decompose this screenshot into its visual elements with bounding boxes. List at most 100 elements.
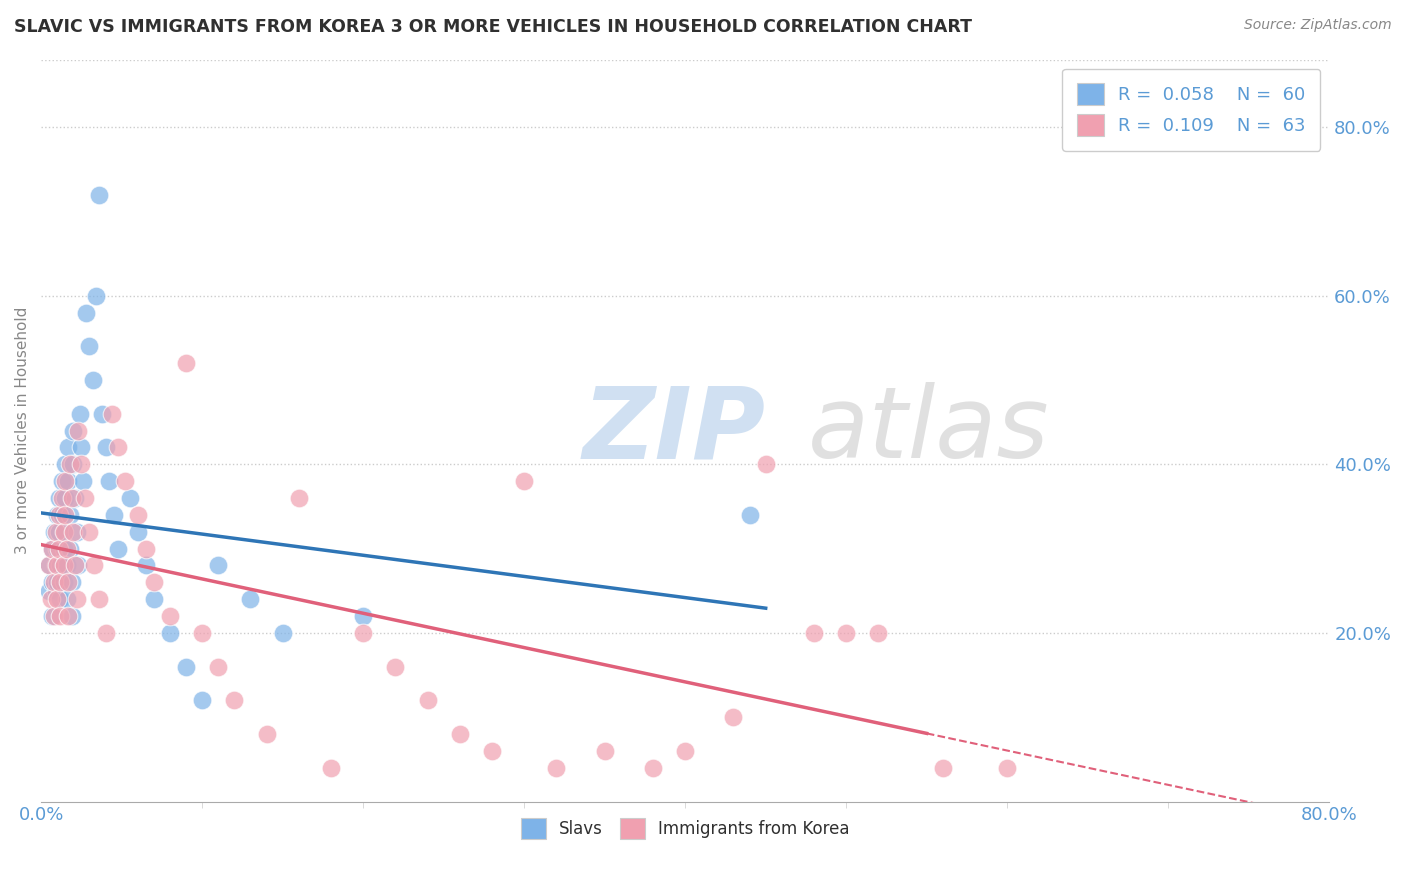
- Point: [38, 583, 60, 598]
- Point: [87, 592, 110, 607]
- Point: [107, 541, 129, 556]
- Point: [62, 424, 84, 438]
- Point: [94, 441, 117, 455]
- Point: [62, 458, 84, 472]
- Point: [239, 592, 262, 607]
- Point: [56, 541, 79, 556]
- Point: [53, 508, 76, 522]
- Point: [118, 491, 141, 505]
- Point: [803, 626, 825, 640]
- Point: [256, 727, 278, 741]
- Point: [159, 609, 181, 624]
- Point: [46, 558, 69, 573]
- Point: [65, 592, 87, 607]
- Point: [56, 592, 79, 607]
- Point: [53, 458, 76, 472]
- Point: [384, 659, 406, 673]
- Point: [127, 524, 149, 539]
- Point: [127, 508, 149, 522]
- Point: [723, 710, 745, 724]
- Point: [481, 744, 503, 758]
- Point: [45, 524, 67, 539]
- Point: [84, 288, 107, 302]
- Point: [94, 626, 117, 640]
- Point: [52, 524, 75, 539]
- Point: [41, 541, 63, 556]
- Point: [53, 524, 76, 539]
- Point: [58, 474, 80, 488]
- Point: [52, 558, 75, 573]
- Point: [45, 558, 67, 573]
- Point: [107, 441, 129, 455]
- Point: [46, 575, 69, 590]
- Point: [51, 491, 73, 505]
- Point: [70, 458, 93, 472]
- Text: ZIP: ZIP: [582, 382, 765, 479]
- Point: [69, 407, 91, 421]
- Point: [224, 693, 246, 707]
- Point: [46, 592, 69, 607]
- Point: [59, 541, 82, 556]
- Point: [101, 407, 124, 421]
- Point: [67, 424, 90, 438]
- Point: [58, 609, 80, 624]
- Point: [42, 609, 65, 624]
- Point: [835, 626, 858, 640]
- Point: [45, 583, 67, 598]
- Point: [87, 187, 110, 202]
- Point: [174, 659, 197, 673]
- Point: [48, 524, 70, 539]
- Point: [53, 474, 76, 488]
- Point: [60, 575, 83, 590]
- Point: [513, 474, 536, 488]
- Point: [159, 626, 181, 640]
- Point: [352, 609, 374, 624]
- Point: [73, 491, 96, 505]
- Point: [142, 575, 165, 590]
- Point: [673, 744, 696, 758]
- Point: [60, 609, 83, 624]
- Point: [46, 508, 69, 522]
- Point: [65, 524, 87, 539]
- Point: [49, 558, 72, 573]
- Point: [142, 592, 165, 607]
- Point: [38, 558, 60, 573]
- Point: [67, 558, 90, 573]
- Point: [53, 491, 76, 505]
- Point: [135, 541, 157, 556]
- Point: [42, 575, 65, 590]
- Legend: Slavs, Immigrants from Korea: Slavs, Immigrants from Korea: [515, 812, 856, 846]
- Point: [191, 626, 214, 640]
- Point: [63, 491, 86, 505]
- Point: [41, 575, 63, 590]
- Point: [48, 508, 70, 522]
- Point: [932, 761, 955, 775]
- Point: [97, 474, 120, 488]
- Point: [52, 575, 75, 590]
- Point: [174, 356, 197, 370]
- Point: [56, 558, 79, 573]
- Point: [271, 626, 294, 640]
- Point: [103, 508, 125, 522]
- Point: [48, 541, 70, 556]
- Point: [62, 524, 84, 539]
- Point: [59, 458, 82, 472]
- Point: [49, 575, 72, 590]
- Point: [207, 659, 229, 673]
- Point: [49, 592, 72, 607]
- Point: [38, 558, 60, 573]
- Point: [49, 609, 72, 624]
- Point: [546, 761, 568, 775]
- Point: [593, 744, 616, 758]
- Point: [319, 761, 342, 775]
- Y-axis label: 3 or more Vehicles in Household: 3 or more Vehicles in Household: [15, 307, 30, 554]
- Point: [51, 508, 73, 522]
- Point: [135, 558, 157, 573]
- Point: [82, 373, 104, 387]
- Point: [70, 441, 93, 455]
- Point: [59, 508, 82, 522]
- Point: [79, 524, 101, 539]
- Point: [52, 541, 75, 556]
- Point: [755, 458, 778, 472]
- Point: [449, 727, 471, 741]
